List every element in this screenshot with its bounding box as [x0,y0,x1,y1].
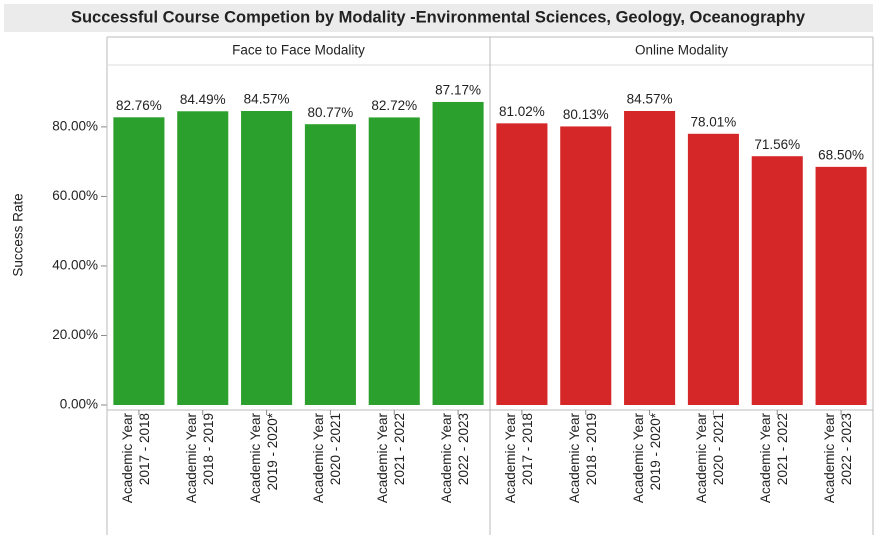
y-axis-label: Success Rate [11,193,26,276]
x-tick-label: Academic Year 2017 - 2018 [119,413,152,504]
y-tick-label: 20.00% [52,327,98,342]
bar [751,156,803,405]
bar [241,110,293,405]
value-label: 84.57% [627,92,673,107]
value-label: 84.49% [180,92,226,107]
bar [496,123,548,405]
bar [560,126,612,406]
bar [304,124,356,405]
value-label: 87.17% [435,83,481,98]
x-tick-label: Academic Year 2019 - 2020* [630,413,663,504]
bar [687,133,739,405]
x-tick-label: Academic Year 2018 - 2019 [566,413,599,504]
value-label: 78.01% [691,114,737,129]
x-tick-label: Academic Year 2021 - 2022 [375,413,408,504]
bar [113,117,165,405]
bar [368,117,420,405]
title-band [4,4,873,32]
value-label: 80.13% [563,107,609,122]
x-tick-label: Academic Year 2020 - 2021 [311,413,344,504]
value-label: 82.76% [116,98,162,113]
x-tick-label: Academic Year 2019 - 2020* [247,413,280,504]
y-tick-label: 60.00% [52,188,98,203]
y-tick-label: 0.00% [60,397,98,412]
y-tick-label: 80.00% [52,118,98,133]
x-tick-label: Academic Year 2020 - 2021 [694,413,727,504]
value-label: 80.77% [308,105,354,120]
chart-title: Successful Course Competion by Modality … [71,8,806,26]
value-label: 82.72% [371,98,417,113]
x-tick-label: Academic Year 2017 - 2018 [502,413,535,504]
x-tick-label: Academic Year 2021 - 2022 [758,413,791,504]
value-label: 84.57% [244,92,290,107]
bar [177,111,229,406]
bar [624,110,676,405]
bar [815,166,867,405]
value-label: 81.02% [499,104,545,119]
value-label: 68.50% [818,147,864,162]
x-tick-label: Academic Year 2018 - 2019 [183,413,216,504]
bar [432,101,484,405]
x-tick-label: Academic Year 2022 - 2023 [822,413,855,504]
x-tick-label: Academic Year 2022 - 2023 [439,413,472,504]
value-label: 71.56% [754,137,800,152]
y-tick-label: 40.00% [52,258,98,273]
panel-header: Online Modality [635,43,728,58]
panel-header: Face to Face Modality [232,43,365,58]
